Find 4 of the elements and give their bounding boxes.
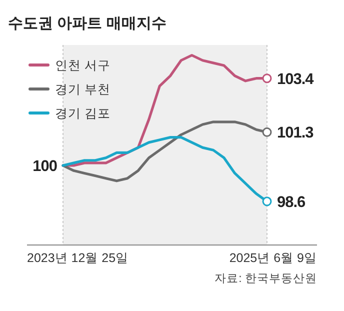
annotation: 자료: 한국부동산원 [214, 273, 317, 285]
annotation: 2023년 12월 25일 [27, 251, 129, 265]
annotation: 2025년 6월 9일 [229, 251, 317, 265]
title: 수도권 아파트 매매지수 [8, 15, 166, 32]
